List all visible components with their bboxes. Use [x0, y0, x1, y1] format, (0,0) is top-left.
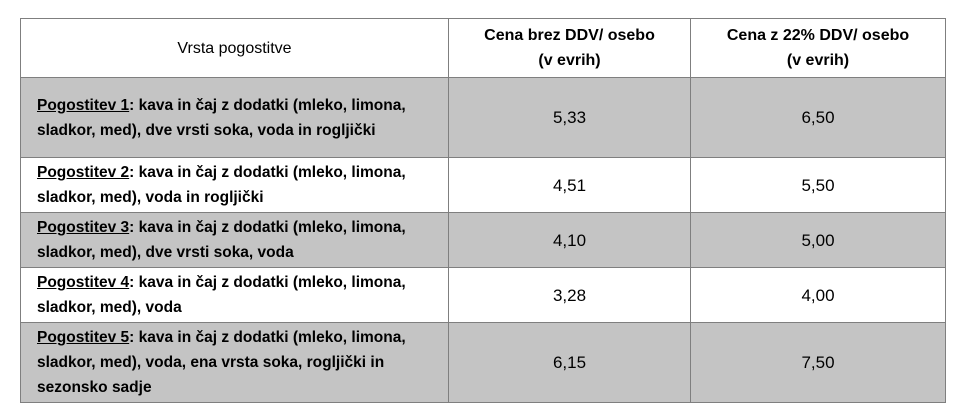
header-cell: Vrsta pogostitve [20, 18, 449, 78]
table-body: Pogostitev 1: kava in čaj z dodatki (mle… [20, 77, 946, 403]
price-cell: 3,28 [448, 267, 691, 323]
price-table: Vrsta pogostitve Cena brez DDV/ osebo (v… [20, 18, 946, 403]
table-row: Pogostitev 2: kava in čaj z dodatki (mle… [20, 157, 946, 213]
table-row: Pogostitev 4: kava in čaj z dodatki (mle… [20, 267, 946, 323]
price-vat-cell: 4,00 [690, 267, 946, 323]
price-cell: 5,33 [448, 77, 691, 158]
row-label: Pogostitev 1 [37, 96, 130, 114]
row-label: Pogostitev 3 [37, 219, 130, 236]
price-vat-cell: 7,50 [690, 322, 946, 403]
description-cell: Pogostitev 1: kava in čaj z dodatki (mle… [20, 77, 449, 158]
table-row: Pogostitev 3: kava in čaj z dodatki (mle… [20, 212, 946, 268]
table-row: Pogostitev 5: kava in čaj z dodatki (mle… [20, 322, 946, 403]
header-row: Vrsta pogostitve Cena brez DDV/ osebo (v… [20, 18, 946, 78]
description-cell: Pogostitev 4: kava in čaj z dodatki (mle… [20, 267, 449, 323]
row-description: : kava in čaj z dodatki (mleko, limona, … [37, 164, 406, 206]
row-description: : kava in čaj z dodatki (mleko, limona, … [37, 219, 406, 261]
row-description: : kava in čaj z dodatki (mleko, limona, … [37, 96, 406, 139]
description-cell: Pogostitev 3: kava in čaj z dodatki (mle… [20, 212, 449, 268]
row-label: Pogostitev 2 [37, 164, 130, 181]
price-cell: 6,15 [448, 322, 691, 403]
price-cell: 4,51 [448, 157, 691, 213]
price-vat-cell: 5,50 [690, 157, 946, 213]
row-label: Pogostitev 4 [37, 274, 130, 291]
header-cell: Cena z 22% DDV/ osebo (v evrih) [690, 18, 946, 78]
row-description: : kava in čaj z dodatki (mleko, limona, … [37, 329, 406, 396]
description-cell: Pogostitev 2: kava in čaj z dodatki (mle… [20, 157, 449, 213]
price-cell: 4,10 [448, 212, 691, 268]
price-vat-cell: 6,50 [690, 77, 946, 158]
price-vat-cell: 5,00 [690, 212, 946, 268]
row-label: Pogostitev 5 [37, 329, 130, 346]
table-row: Pogostitev 1: kava in čaj z dodatki (mle… [20, 77, 946, 158]
header-cell: Cena brez DDV/ osebo (v evrih) [448, 18, 691, 78]
row-description: : kava in čaj z dodatki (mleko, limona, … [37, 274, 406, 316]
description-cell: Pogostitev 5: kava in čaj z dodatki (mle… [20, 322, 449, 403]
